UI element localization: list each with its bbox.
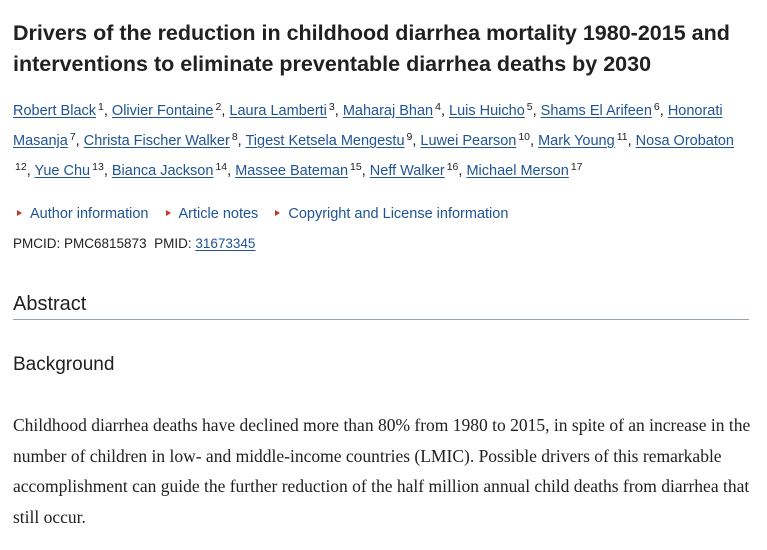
triangle-right-icon [165,210,171,216]
copyright-label: Copyright and License information [288,206,509,222]
author-link[interactable]: Olivier Fontaine [111,103,214,119]
author-link[interactable]: Tigest Ketsela Mengestu [245,133,405,149]
affiliation-number: 11 [616,131,628,143]
affiliation-number: 1 [98,101,104,113]
article-identifiers: PMCID: PMC6815873 PMID: 31673345 [13,234,255,254]
author-link[interactable]: Michael Merson [466,163,569,179]
author-link[interactable]: Mark Young [538,133,615,149]
affiliation-number: 15 [350,161,362,173]
author-link[interactable]: Yue Chu [34,163,91,179]
background-paragraph: Childhood diarrhea deaths have declined … [13,415,751,527]
triangle-right-icon [17,210,22,216]
pmcid-value: PMC6815873 [64,236,147,251]
affiliation-number: 7 [69,131,76,143]
article-notes-toggle[interactable]: Article notes [162,204,259,224]
author-link[interactable]: Robert Black [13,103,97,119]
article-info-links: Author information Article notes Copyrig… [13,204,517,224]
article-notes-label: Article notes [178,206,259,222]
triangle-right-icon [275,210,281,216]
affiliation-number: 13 [92,161,104,173]
author-link[interactable]: Nosa Orobaton [635,133,734,149]
affiliation-number: 5 [526,101,533,113]
author-link[interactable]: Shams El Arifeen [540,103,652,119]
affiliation-number: 10 [518,131,531,143]
pmcid-label: PMCID: [13,236,61,251]
affiliation-number: 12 [15,161,27,173]
affiliation-number: 17 [570,161,583,173]
author-link[interactable]: Luwei Pearson [420,133,517,149]
affiliation-number: 16 [446,161,459,173]
author-information-toggle[interactable]: Author information [13,204,148,224]
author-link[interactable]: Massee Bateman [235,163,349,179]
author-link[interactable]: Laura Lamberti [229,103,327,119]
author-link[interactable]: Luis Huicho [449,103,525,119]
affiliation-number: 8 [231,131,238,143]
author-link[interactable]: Christa Fischer Walker [83,133,230,149]
affiliation-number: 9 [406,131,413,143]
affiliation-number: 2 [215,101,222,113]
author-link[interactable]: Bianca Jackson [111,163,214,179]
author-link[interactable]: Honorati Masanja [13,103,723,149]
affiliation-number: 14 [215,161,228,173]
author-link[interactable]: Maharaj Bhan [342,103,434,119]
affiliation-number: 6 [653,101,660,113]
copyright-toggle[interactable]: Copyright and License information [271,204,508,224]
article-title: Drivers of the reduction in childhood di… [13,21,730,76]
abstract-heading: Abstract [13,291,749,320]
author-list: Robert Black 1, Olivier Fontaine 2, Laura … [13,101,734,179]
pmid-label: PMID: [154,236,192,251]
pmid-link[interactable]: 31673345 [195,236,256,251]
author-information-label: Author information [30,206,149,222]
background-heading: Background [13,354,115,375]
author-link[interactable]: Neff Walker [369,163,445,179]
affiliation-number: 4 [435,101,441,113]
affiliation-number: 3 [328,101,335,113]
